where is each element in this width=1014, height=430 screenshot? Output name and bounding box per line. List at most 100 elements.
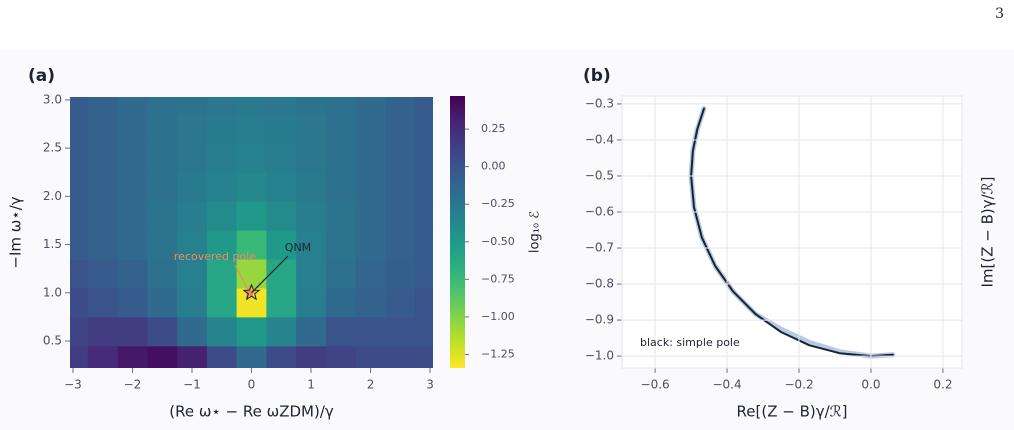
plot-area — [70, 97, 433, 368]
heatmap-cell — [415, 97, 433, 115]
x-tick-label: −0.4 — [712, 378, 741, 392]
heatmap-cell — [236, 97, 267, 115]
panel-title: (a) — [28, 66, 55, 86]
heatmap-cell — [87, 287, 119, 318]
heatmap-cell — [177, 97, 208, 115]
colorbar — [450, 96, 465, 368]
y-axis-label: Im[(Z − B)γ/ℛ] — [979, 176, 997, 287]
x-axis-label: (Re ω⋆ − Re ωZDM)/γ — [169, 403, 334, 421]
heatmap-cell — [266, 287, 297, 318]
heatmap-cell — [70, 201, 89, 231]
heatmap-cell — [206, 230, 238, 260]
heatmap-cell — [70, 97, 89, 115]
heatmap-cell — [355, 230, 386, 260]
heatmap-cell — [147, 172, 178, 202]
heatmap-cell — [177, 259, 208, 289]
colorbar-tick-label: −1.00 — [481, 310, 515, 323]
heatmap-cell — [70, 143, 89, 173]
heatmap-cell — [385, 230, 416, 260]
heatmap-cell — [147, 97, 178, 115]
x-axis-label: Re[(Z − B)γ/ℛ] — [737, 403, 848, 421]
heatmap-cell — [87, 201, 119, 231]
heatmap-cell — [325, 345, 357, 368]
heatmap-cell — [296, 143, 327, 173]
x-tick-label: 0.2 — [933, 378, 952, 392]
y-tick-label: −0.3 — [585, 96, 614, 110]
heatmap-cell — [415, 316, 433, 347]
y-tick-label: 2.0 — [43, 189, 62, 203]
x-tick-label: −0.2 — [784, 378, 813, 392]
heatmap-cell — [177, 201, 208, 231]
heatmap-cell — [87, 114, 119, 144]
x-tick-label: 0.0 — [861, 378, 880, 392]
heatmap-cell — [70, 230, 89, 260]
heatmap-cell — [206, 114, 238, 144]
y-tick-label: −0.8 — [585, 277, 614, 291]
page-number: 3 — [995, 6, 1004, 22]
heatmap-cell — [147, 316, 178, 347]
heatmap-cell — [296, 316, 327, 347]
x-tick-label: 2 — [367, 378, 375, 392]
heatmap-cell — [236, 230, 267, 260]
heatmap-cell — [266, 230, 297, 260]
heatmap-cell — [177, 316, 208, 347]
heatmap-cell — [325, 114, 357, 144]
heatmap-cell — [296, 97, 327, 115]
heatmap-cell — [236, 201, 267, 231]
heatmap-cell — [206, 259, 238, 289]
colorbar-tick-label: −0.75 — [481, 272, 515, 285]
heatmap-cell — [177, 287, 208, 318]
heatmap-cell — [355, 97, 386, 115]
heatmap-cell — [385, 201, 416, 231]
heatmap-cell — [117, 259, 148, 289]
heatmap-cell — [415, 230, 433, 260]
heatmap-cell — [415, 259, 433, 289]
heatmap-cell — [177, 345, 208, 368]
heatmap-cell — [296, 172, 327, 202]
heatmap-cell — [266, 114, 297, 144]
heatmap-cell — [266, 345, 297, 368]
heatmap-cell — [87, 259, 119, 289]
heatmap-cell — [325, 287, 357, 318]
heatmap-cell — [177, 143, 208, 173]
heatmap-cell — [177, 172, 208, 202]
heatmap-cell — [355, 114, 386, 144]
plot-area — [688, 106, 896, 359]
heatmap-cell — [266, 259, 297, 289]
heatmap-cell — [177, 230, 208, 260]
heatmap-cell — [117, 345, 148, 368]
heatmap-cell — [266, 97, 297, 115]
heatmap-cell — [415, 345, 433, 368]
y-tick-label: −0.4 — [585, 132, 614, 146]
heatmap-cell — [87, 230, 119, 260]
heatmap-cell — [147, 114, 178, 144]
x-tick-label: −3 — [64, 378, 82, 392]
heatmap-cell — [385, 259, 416, 289]
marker-star — [242, 283, 261, 301]
colorbar-tick-label: −0.25 — [481, 197, 515, 210]
heatmap-cell — [147, 201, 178, 231]
heatmap-cell — [325, 201, 357, 231]
heatmap-cell — [325, 230, 357, 260]
heatmap-cell — [87, 143, 119, 173]
heatmap-cell — [87, 97, 119, 115]
plot-frame — [621, 95, 963, 369]
heatmap-cell — [266, 316, 297, 347]
x-tick-label: 0 — [248, 378, 256, 392]
heatmap-cell — [385, 316, 416, 347]
heatmap-cell — [147, 345, 178, 368]
heatmap-cell — [296, 345, 327, 368]
y-tick-label: −0.9 — [585, 313, 614, 327]
heatmap-cell — [147, 259, 178, 289]
heatmap-cell — [206, 287, 238, 318]
heatmap-cell — [415, 287, 433, 318]
heatmap-cell — [117, 114, 148, 144]
heatmap-cell — [385, 114, 416, 144]
heatmap-cell — [296, 259, 327, 289]
y-tick-label: −0.6 — [585, 205, 614, 219]
heatmap-cell — [117, 172, 148, 202]
heatmap-cell — [355, 287, 386, 318]
y-tick-label: 1.0 — [43, 285, 62, 299]
heatmap-cell — [355, 259, 386, 289]
x-tick-label: −2 — [124, 378, 142, 392]
